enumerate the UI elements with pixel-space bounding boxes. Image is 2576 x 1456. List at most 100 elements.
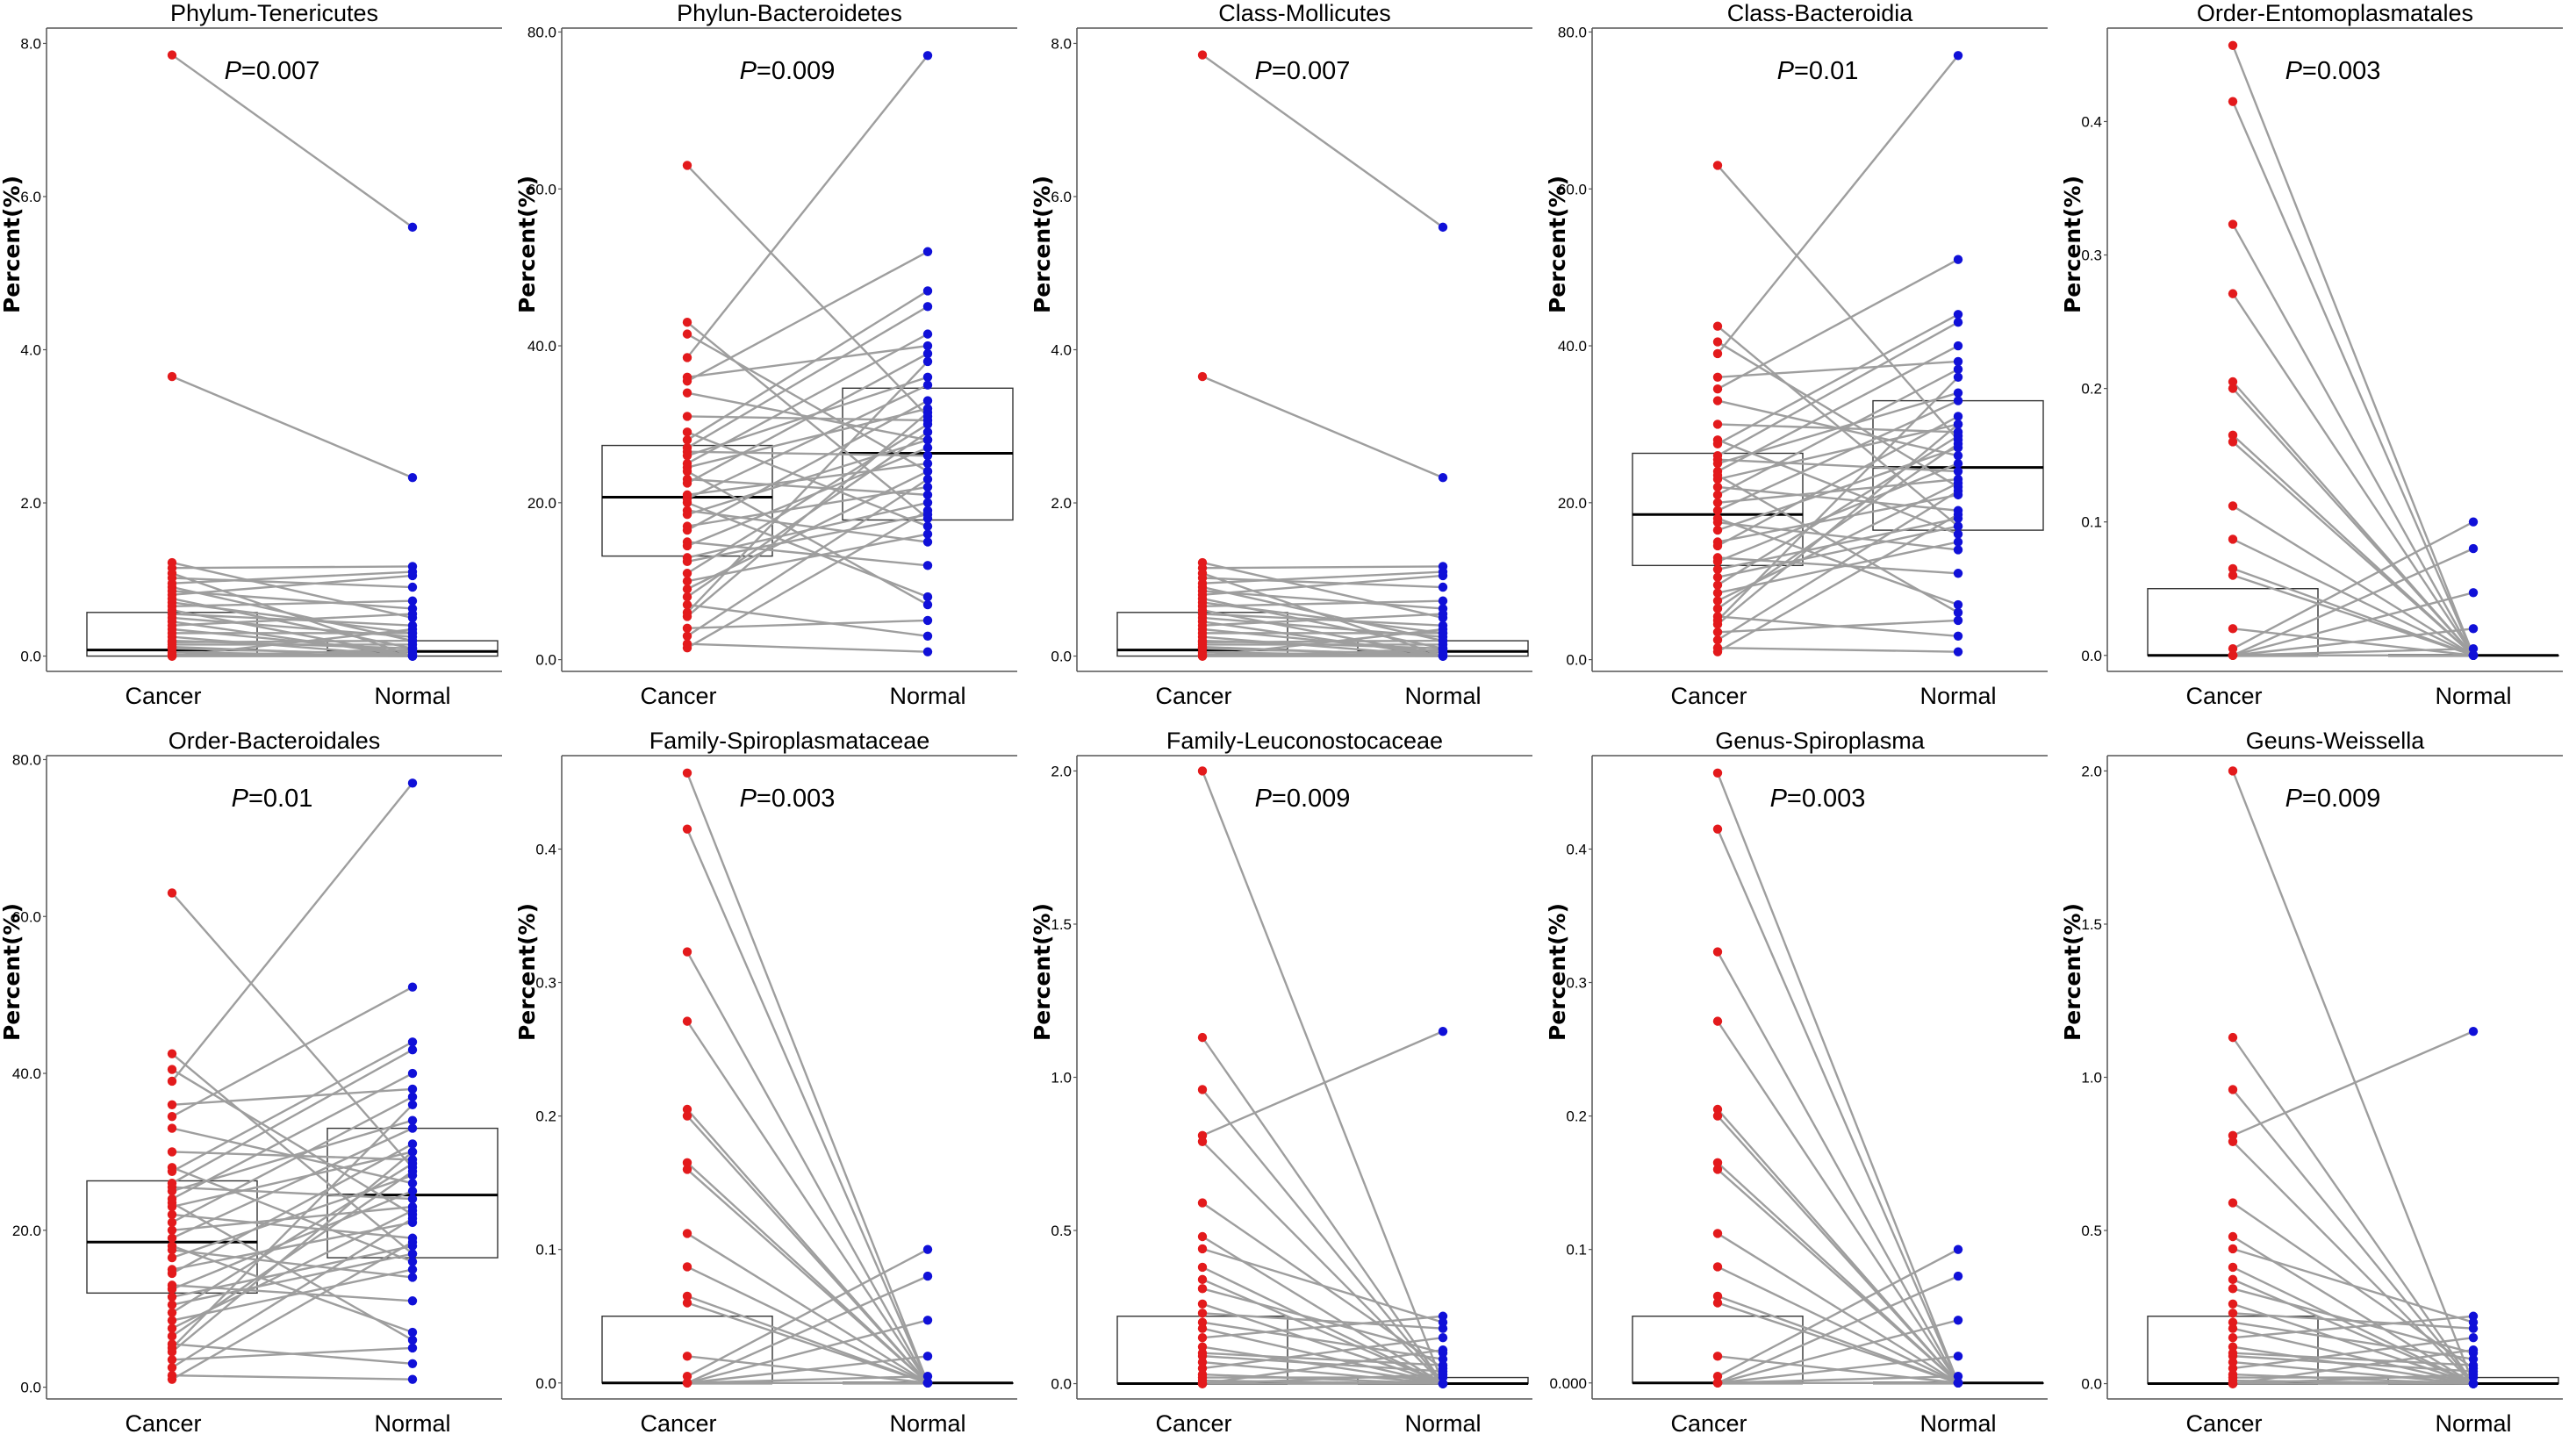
cancer-point <box>167 1049 177 1058</box>
x-tick-label: Normal <box>1404 1410 1481 1437</box>
pair-line <box>171 1241 413 1381</box>
cancer-point <box>682 541 692 551</box>
cancer-point <box>2228 289 2238 298</box>
p-value-number: =0.01 <box>248 785 312 813</box>
cancer-point <box>1197 371 1208 382</box>
normal-point <box>407 1084 418 1094</box>
pair-line <box>686 509 929 649</box>
cancer-point <box>682 161 692 170</box>
cancer-point <box>167 1268 177 1279</box>
pair-line <box>171 645 413 657</box>
x-tick-label: Cancer <box>640 683 716 709</box>
pair-line <box>1202 1088 1444 1385</box>
pair-line <box>686 470 929 606</box>
pair-line <box>1202 574 1444 596</box>
pair-line <box>1717 490 1959 642</box>
p-value-symbol: P <box>1777 57 1795 85</box>
cancer-point <box>1712 564 1723 574</box>
normal-point <box>407 982 418 992</box>
normal-point <box>1438 222 1448 233</box>
pair-line <box>171 590 413 610</box>
pair-line <box>2232 1140 2474 1385</box>
y-tick-label: 0.4 <box>535 841 556 857</box>
cancer-point <box>1197 1379 1208 1388</box>
cancer-point <box>2228 1379 2238 1388</box>
pair-line <box>1717 1274 1959 1384</box>
normal-point <box>1953 396 1963 405</box>
cancer-point <box>1712 525 1723 535</box>
p-value-label: P=0.007 <box>225 57 320 85</box>
y-tick-label: 0.0 <box>1051 1376 1072 1393</box>
cancer-point <box>167 1292 177 1302</box>
pair-line <box>2232 1247 2474 1323</box>
y-tick-label: 80.0 <box>527 24 556 40</box>
cancer-point <box>682 631 692 641</box>
cancer-point <box>167 1198 177 1208</box>
cancer-point <box>682 607 692 618</box>
cancer-point <box>2228 1299 2238 1309</box>
cancer-point <box>682 435 692 445</box>
chart-title: Class-Bacteroidia <box>1727 0 1914 26</box>
y-axis-label: Percent(%) <box>1030 176 1055 313</box>
pair-line <box>2232 1373 2474 1385</box>
chart-title: Family-Leuconostocaceae <box>1166 728 1443 754</box>
cancer-point <box>167 1217 177 1228</box>
cancer-point <box>682 525 692 535</box>
cancer-point <box>682 329 692 339</box>
normal-point <box>922 1316 933 1325</box>
pair-line <box>2232 647 2474 656</box>
cancer-point <box>1712 420 1723 429</box>
cancer-point <box>682 1298 692 1308</box>
pair-line <box>171 1166 413 1263</box>
chart-svg: Order-Bacteroidales 0.0 20.0 40.0 60.0 80.0 Pe… <box>0 728 502 1437</box>
normal-point <box>407 1115 418 1125</box>
normal-point <box>407 1296 418 1306</box>
chart-title: Geuns-Weissella <box>2246 728 2426 754</box>
pair-line <box>171 561 413 620</box>
normal-point <box>407 1068 418 1079</box>
normal-point <box>407 473 418 483</box>
cancer-point <box>682 577 692 586</box>
normal-point <box>1953 388 1963 398</box>
pair-line <box>171 1068 413 1216</box>
pair-line <box>171 986 413 1118</box>
cancer-point <box>1712 947 1723 957</box>
pair-line <box>1717 463 1959 563</box>
normal-point <box>407 1265 418 1274</box>
cancer-point <box>682 623 692 634</box>
cancer-point <box>2228 1244 2238 1254</box>
pair-line <box>1717 434 1959 586</box>
pair-line <box>1717 541 1959 594</box>
normal-point <box>407 1092 418 1102</box>
x-tick-label: Normal <box>1404 683 1481 709</box>
chart-panel: Class-Mollicutes 0.0 2.0 4.0 6.0 8.0 Percent(%… <box>1030 0 1546 728</box>
pair-line <box>1717 391 1959 465</box>
cancer-point <box>1712 161 1723 170</box>
normal-point <box>407 624 418 635</box>
pair-line <box>686 54 929 359</box>
cancer-point <box>167 1343 177 1353</box>
normal-point <box>407 651 418 661</box>
cancer-point <box>2228 1032 2238 1043</box>
p-value-number: =0.009 <box>2302 785 2381 813</box>
normal-point <box>407 1249 418 1259</box>
cancer-point <box>2228 1309 2238 1318</box>
x-tick-label: Cancer <box>1155 683 1231 709</box>
p-value-label: P=0.007 <box>1255 57 1351 85</box>
cancer-point <box>167 1225 177 1236</box>
p-value-label: P=0.01 <box>1777 57 1859 85</box>
normal-point <box>1953 318 1963 327</box>
y-tick-label: 4.0 <box>1051 342 1072 359</box>
y-tick-label: 1.0 <box>2081 1070 2102 1087</box>
chart-panel: Class-Bacteroidia 0.0 20.0 40.0 60.0 80.0 Perc… <box>1545 0 2061 728</box>
y-tick-label: 80.0 <box>1558 24 1587 40</box>
cancer-point <box>682 592 692 602</box>
cancer-point <box>1712 1165 1723 1174</box>
chart-svg: Phylun-Bacteroidetes 0.0 20.0 40.0 60.0 80.0 P… <box>514 0 1017 709</box>
normal-point <box>1438 635 1448 646</box>
cancer-point <box>2228 1284 2238 1294</box>
chart-svg: Class-Mollicutes 0.0 2.0 4.0 6.0 8.0 Percent(%… <box>1030 0 1532 709</box>
chart-title: Phylum-Tenericutes <box>170 0 378 26</box>
pair-line <box>171 1072 413 1201</box>
